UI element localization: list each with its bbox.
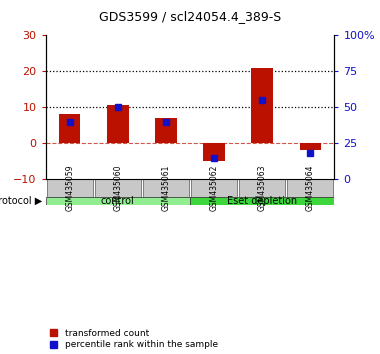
Text: GSM435063: GSM435063 <box>258 165 267 211</box>
Text: GSM435064: GSM435064 <box>306 165 315 211</box>
Bar <box>155 118 177 143</box>
Text: Eset depletion: Eset depletion <box>227 196 297 206</box>
Bar <box>59 114 81 143</box>
Bar <box>46 198 190 205</box>
Text: GSM435062: GSM435062 <box>209 165 218 211</box>
Text: control: control <box>101 196 135 206</box>
Text: protocol ▶: protocol ▶ <box>0 196 42 206</box>
Bar <box>239 179 285 197</box>
Bar <box>47 179 93 197</box>
Bar <box>251 68 273 143</box>
Text: GSM435059: GSM435059 <box>65 165 74 211</box>
Legend: transformed count, percentile rank within the sample: transformed count, percentile rank withi… <box>50 329 218 349</box>
Bar <box>203 143 225 161</box>
Bar <box>191 179 237 197</box>
Bar <box>143 179 189 197</box>
Bar <box>190 198 334 205</box>
Text: GDS3599 / scl24054.4_389-S: GDS3599 / scl24054.4_389-S <box>99 10 281 23</box>
Bar <box>107 105 128 143</box>
Text: GSM435061: GSM435061 <box>162 165 171 211</box>
Bar <box>287 179 333 197</box>
Bar <box>95 179 141 197</box>
Bar <box>299 143 321 150</box>
Text: GSM435060: GSM435060 <box>113 165 122 211</box>
